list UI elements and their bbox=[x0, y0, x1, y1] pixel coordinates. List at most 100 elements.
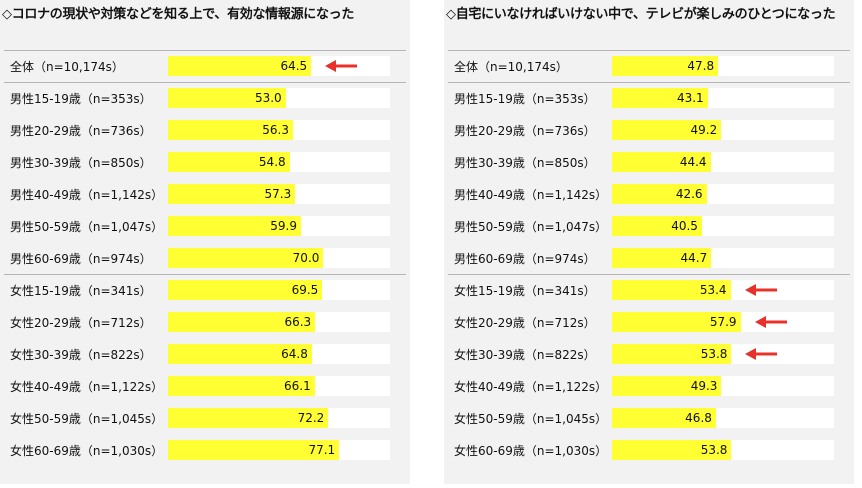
row-separator bbox=[4, 274, 406, 275]
category-label: 女性15-19歳（n=341s） bbox=[454, 284, 596, 298]
bar bbox=[168, 120, 293, 140]
highlight-arrow-icon bbox=[325, 60, 358, 72]
bar-track: 43.1 bbox=[612, 88, 834, 108]
bar-track: 57.3 bbox=[168, 184, 390, 204]
bar-track: 57.9 bbox=[612, 312, 834, 332]
bar bbox=[168, 216, 301, 236]
value-label: 66.1 bbox=[284, 379, 311, 393]
chart-title: ◇コロナの現状や対策などを知る上で、有効な情報源になった bbox=[2, 7, 355, 22]
bar bbox=[168, 408, 329, 428]
bar bbox=[612, 440, 732, 460]
bar-row: 女性60-69歳（n=1,030s） 53.8 bbox=[448, 434, 850, 466]
category-label: 女性15-19歳（n=341s） bbox=[10, 284, 152, 298]
bar-row: 女性40-49歳（n=1,122s） 66.1 bbox=[4, 370, 406, 402]
bar-row: 女性40-49歳（n=1,122s） 49.3 bbox=[448, 370, 850, 402]
bar-track: 66.3 bbox=[168, 312, 390, 332]
value-label: 77.1 bbox=[308, 443, 336, 457]
bar bbox=[612, 376, 722, 396]
row-separator bbox=[4, 50, 406, 51]
category-label: 女性60-69歳（n=1,030s） bbox=[454, 444, 608, 458]
bar bbox=[168, 440, 340, 460]
bar bbox=[168, 312, 316, 332]
bar-row: 男性60-69歳（n=974s） 70.0 bbox=[4, 242, 406, 274]
bar bbox=[612, 152, 711, 172]
value-label: 66.3 bbox=[284, 315, 312, 329]
category-label: 全体（n=10,174s） bbox=[454, 60, 568, 74]
bar-track: 46.8 bbox=[612, 408, 834, 428]
category-label: 男性15-19歳（n=353s） bbox=[10, 92, 152, 106]
bar-row: 女性60-69歳（n=1,030s） 77.1 bbox=[4, 434, 406, 466]
value-label: 44.7 bbox=[680, 251, 708, 265]
value-label: 53.0 bbox=[254, 91, 282, 105]
bar-row: 女性15-19歳（n=341s） 53.4 bbox=[448, 274, 850, 306]
chart-frame bbox=[444, 0, 854, 484]
category-label: 男性30-39歳（n=850s） bbox=[10, 156, 152, 170]
value-label: 64.8 bbox=[281, 347, 308, 361]
bar bbox=[168, 248, 324, 268]
category-label: 男性15-19歳（n=353s） bbox=[454, 92, 596, 106]
value-label: 47.8 bbox=[687, 59, 715, 73]
bar bbox=[612, 216, 702, 236]
value-label: 53.8 bbox=[700, 443, 728, 457]
bar bbox=[612, 120, 722, 140]
value-label: 64.5 bbox=[280, 59, 308, 73]
bar-row: 男性15-19歳（n=353s） 53.0 bbox=[4, 82, 406, 114]
bar-row: 女性50-59歳（n=1,045s） 46.8 bbox=[448, 402, 850, 434]
category-label: 男性50-59歳（n=1,047s） bbox=[454, 220, 608, 234]
value-label: 49.3 bbox=[690, 379, 718, 393]
bar bbox=[612, 312, 741, 332]
bar-row: 全体（n=10,174s） 64.5 bbox=[4, 50, 406, 82]
category-label: 男性40-49歳（n=1,142s） bbox=[454, 188, 608, 202]
bar-row: 全体（n=10,174s） 47.8 bbox=[448, 50, 850, 82]
bar bbox=[612, 88, 708, 108]
bar bbox=[612, 408, 716, 428]
bar-row: 男性60-69歳（n=974s） 44.7 bbox=[448, 242, 850, 274]
category-label: 男性30-39歳（n=850s） bbox=[454, 156, 596, 170]
bar-row: 男性20-29歳（n=736s） 49.2 bbox=[448, 114, 850, 146]
bar-track: 66.1 bbox=[168, 376, 390, 396]
bar-track: 53.8 bbox=[612, 440, 834, 460]
category-label: 女性60-69歳（n=1,030s） bbox=[10, 444, 164, 458]
chart-panel-right: ◇自宅にいなければいけない中で、テレビが楽しみのひとつになった 全体（n=10,… bbox=[444, 0, 854, 484]
bar bbox=[168, 152, 290, 172]
bar-track: 53.4 bbox=[612, 280, 834, 300]
bar-row: 女性20-29歳（n=712s） 57.9 bbox=[448, 306, 850, 338]
value-label: 40.5 bbox=[671, 219, 698, 233]
bar-track: 40.5 bbox=[612, 216, 834, 236]
category-label: 女性40-49歳（n=1,122s） bbox=[10, 380, 164, 394]
bar bbox=[612, 344, 732, 364]
value-label: 72.2 bbox=[297, 411, 325, 425]
row-separator bbox=[4, 82, 406, 83]
bar-row: 男性40-49歳（n=1,142s） 42.6 bbox=[448, 178, 850, 210]
category-label: 男性60-69歳（n=974s） bbox=[10, 252, 152, 266]
bar-track: 64.8 bbox=[168, 344, 390, 364]
bar-track: 70.0 bbox=[168, 248, 390, 268]
bar bbox=[168, 184, 296, 204]
category-label: 男性20-29歳（n=736s） bbox=[454, 124, 596, 138]
category-label: 全体（n=10,174s） bbox=[10, 60, 124, 74]
category-label: 男性20-29歳（n=736s） bbox=[10, 124, 152, 138]
bar-track: 49.2 bbox=[612, 120, 834, 140]
bar-track: 54.8 bbox=[168, 152, 390, 172]
bar-track: 77.1 bbox=[168, 440, 390, 460]
value-label: 57.3 bbox=[264, 187, 292, 201]
bar-row: 男性30-39歳（n=850s） 44.4 bbox=[448, 146, 850, 178]
bar-row: 女性30-39歳（n=822s） 64.8 bbox=[4, 338, 406, 370]
highlight-arrow-icon bbox=[754, 316, 787, 328]
category-label: 女性50-59歳（n=1,045s） bbox=[10, 412, 164, 426]
bar bbox=[168, 280, 323, 300]
value-label: 46.8 bbox=[685, 411, 712, 425]
highlight-arrow-icon bbox=[745, 348, 778, 360]
value-label: 43.1 bbox=[676, 91, 704, 105]
value-label: 49.2 bbox=[690, 123, 718, 137]
bar bbox=[168, 344, 312, 364]
bar-track: 59.9 bbox=[168, 216, 390, 236]
bar-track: 49.3 bbox=[612, 376, 834, 396]
value-label: 59.9 bbox=[270, 219, 297, 233]
row-separator bbox=[448, 50, 850, 51]
bar-row: 男性30-39歳（n=850s） 54.8 bbox=[4, 146, 406, 178]
bar-track: 42.6 bbox=[612, 184, 834, 204]
value-label: 69.5 bbox=[291, 283, 319, 297]
bar-row: 女性20-29歳（n=712s） 66.3 bbox=[4, 306, 406, 338]
category-label: 男性50-59歳（n=1,047s） bbox=[10, 220, 164, 234]
